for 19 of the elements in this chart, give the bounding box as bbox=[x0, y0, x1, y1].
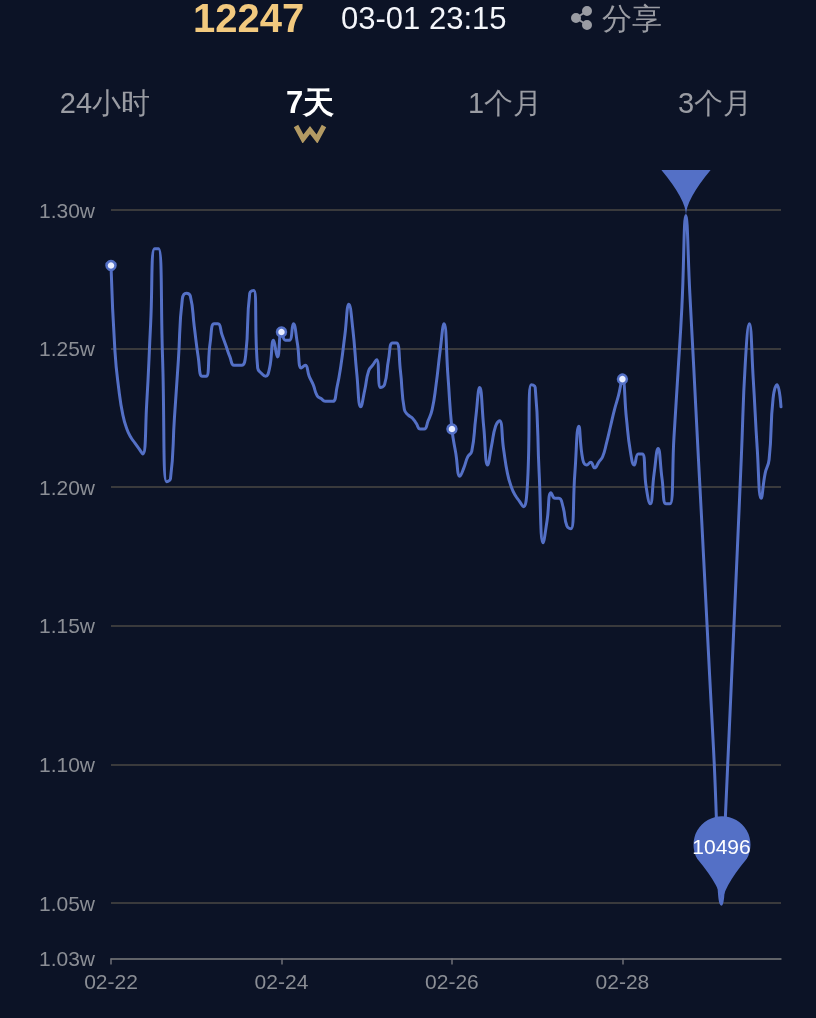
y-tick-label: 1.30w bbox=[38, 198, 96, 222]
y-tick-label: 1.20w bbox=[38, 475, 96, 499]
y-tick-label: 1.05w bbox=[38, 891, 96, 915]
text: 1个月 bbox=[467, 86, 543, 120]
annotation: 10496 bbox=[692, 835, 751, 860]
text: 3个月 bbox=[677, 86, 753, 120]
x-tick-label: 02-24 bbox=[254, 969, 309, 993]
text: 7天 bbox=[285, 85, 335, 120]
x-tick-label: 02-26 bbox=[425, 969, 479, 993]
chart-title: 12247 bbox=[193, 0, 305, 40]
y-tick-label: 1.15w bbox=[38, 614, 96, 638]
x-tick-label: 02-28 bbox=[595, 969, 650, 993]
x-tick-label: 02-22 bbox=[84, 969, 138, 993]
y-tick-label: 1.03w bbox=[38, 947, 96, 970]
chart-subtitle: 03-01 23:15 bbox=[341, 1, 507, 36]
text: 分享 bbox=[602, 2, 662, 35]
text: 24小时 bbox=[59, 86, 151, 120]
y-tick-label: 1.10w bbox=[38, 752, 96, 776]
y-tick-label: 1.25w bbox=[38, 337, 96, 361]
